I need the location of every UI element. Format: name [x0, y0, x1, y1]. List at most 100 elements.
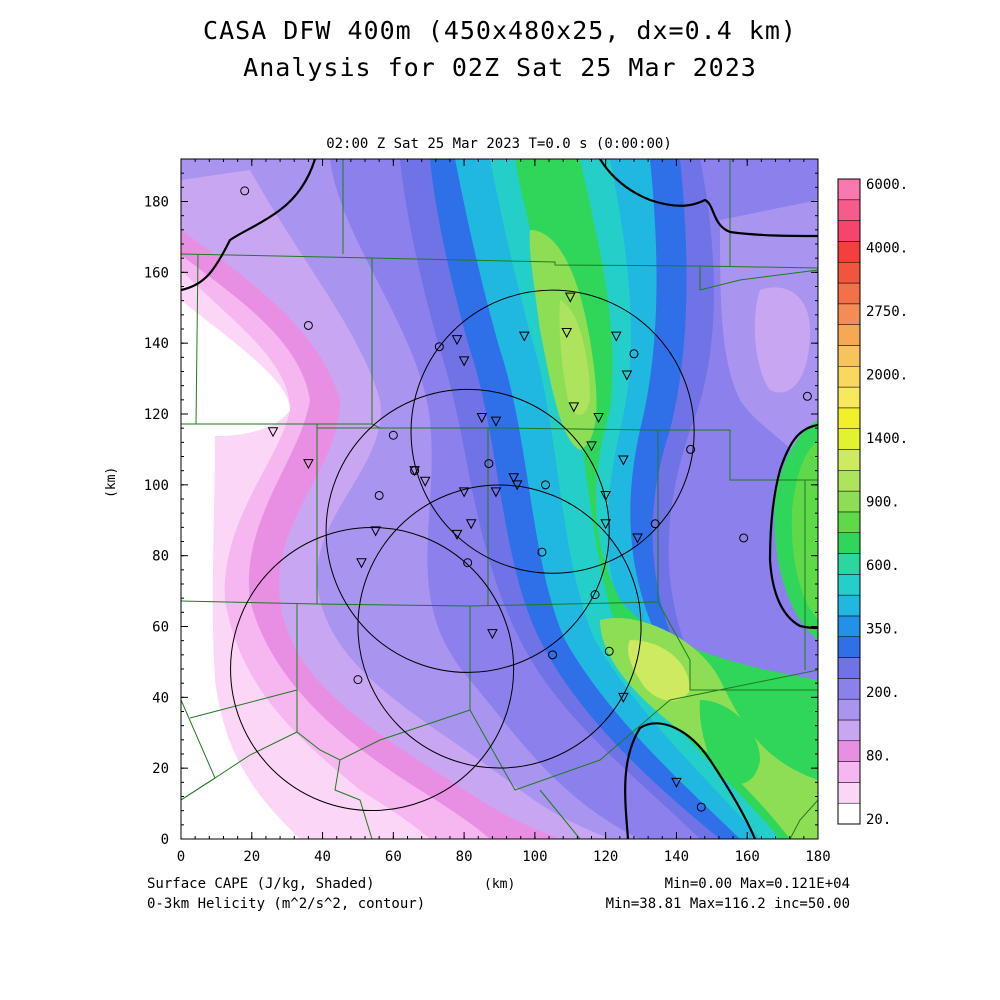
colorbar-swatch: [837, 782, 861, 804]
y-tick-label: 60: [152, 620, 169, 636]
x-tick-label: 160: [735, 849, 760, 865]
station-circle-icon: [739, 533, 749, 543]
colorbar-swatch: [837, 449, 861, 471]
y-tick-label: 40: [152, 690, 169, 706]
station-circle-icon: [629, 349, 639, 359]
station-triangle-icon: [458, 356, 470, 367]
colorbar-swatch: [837, 594, 861, 617]
colorbar-swatch: [837, 553, 861, 575]
colorbar-swatch: [837, 386, 861, 409]
colorbar-label: 80.: [866, 749, 891, 765]
observation-stations: [240, 186, 812, 812]
radar-ring-0: [410, 289, 695, 574]
station-triangle-icon: [618, 455, 629, 466]
station-circle-icon: [303, 320, 313, 330]
colorbar-swatch: [837, 740, 861, 762]
colorbar-swatch: [837, 220, 861, 242]
station-circle-icon: [650, 519, 660, 529]
station-triangle-icon: [370, 526, 381, 537]
station-triangle-icon: [600, 490, 611, 502]
station-triangle-icon: [508, 473, 519, 484]
colorbar-label: 2750.: [866, 304, 908, 320]
station-triangle-icon: [561, 328, 573, 339]
valid-time-subtitle: 02:00 Z Sat 25 Mar 2023 T=0.0 s (0:00:00…: [326, 136, 672, 152]
station-circle-icon: [590, 590, 600, 600]
station-triangle-icon: [458, 487, 470, 498]
station-triangle-icon: [586, 441, 597, 452]
colorbar-label: 200.: [866, 685, 900, 701]
station-triangle-icon: [671, 777, 682, 788]
station-circle-icon: [537, 547, 547, 557]
colorbar-frame: [837, 178, 861, 825]
colorbar-label: 20.: [866, 812, 891, 828]
cape-shaded-field: [181, 159, 818, 839]
colorbar-label: 350.: [866, 622, 900, 638]
radar-ring-2: [357, 484, 642, 769]
station-circle-icon: [388, 430, 398, 440]
colorbar-swatch: [837, 678, 861, 700]
x-tick-label: 80: [456, 849, 473, 865]
x-tick-label: 20: [243, 849, 260, 865]
colorbar-swatch: [837, 490, 861, 513]
station-circle-icon: [374, 490, 384, 500]
x-tick-label: 100: [522, 849, 547, 865]
station-triangle-icon: [564, 292, 576, 303]
x-tick-label: 180: [805, 849, 830, 865]
station-triangle-icon: [511, 480, 523, 491]
colorbar-label: 4000.: [866, 241, 908, 257]
colorbar-label: 2000.: [866, 368, 908, 384]
radar-ring-1: [325, 388, 610, 673]
station-circle-icon: [353, 675, 363, 685]
colorbar-swatch: [837, 615, 861, 637]
colorbar-label: 600.: [866, 558, 900, 574]
colorbar-swatch: [837, 698, 861, 721]
colorbar-swatch: [837, 282, 861, 305]
station-triangle-icon: [465, 519, 477, 530]
station-triangle-icon: [568, 402, 580, 413]
y-tick-label: 20: [152, 761, 169, 777]
helicity-contours: [181, 159, 818, 839]
colorbar-swatch: [837, 761, 861, 783]
station-triangle-icon: [600, 519, 611, 530]
colorbar-label: 6000.: [866, 177, 908, 193]
map-title-line1: CASA DFW 400m (450x480x25, dx=0.4 km): [203, 16, 797, 45]
shaded-field-range: Min=0.00 Max=0.121E+04: [664, 876, 850, 892]
y-tick-label: 160: [144, 265, 169, 281]
colorbar-swatch: [837, 636, 861, 658]
radar-range-rings: [230, 289, 695, 812]
station-circle-icon: [541, 480, 551, 490]
station-circle-icon: [696, 802, 706, 812]
colorbar-swatch: [837, 511, 861, 533]
station-triangle-icon: [419, 476, 431, 487]
x-tick-label: 120: [593, 849, 618, 865]
y-tick-label: 80: [152, 549, 169, 565]
colorbar-swatch: [837, 345, 861, 367]
station-circle-icon: [802, 391, 812, 401]
x-tick-label: 140: [664, 849, 689, 865]
colorbar-swatch: [837, 178, 861, 201]
contour-field-caption: 0-3km Helicity (m^2/s^2, contour): [147, 896, 426, 912]
station-triangle-icon: [303, 459, 314, 470]
station-circle-icon: [604, 646, 614, 656]
station-circle-icon: [484, 459, 494, 469]
colorbar-swatch: [837, 802, 861, 825]
colorbar-swatch: [837, 428, 861, 450]
colorbar-swatch: [837, 199, 861, 221]
y-tick-label: 140: [144, 336, 169, 352]
shaded-field-caption: Surface CAPE (J/kg, Shaded): [147, 876, 375, 892]
station-triangle-icon: [476, 413, 488, 424]
y-tick-label: 180: [144, 195, 169, 211]
x-axis-label: (km): [484, 877, 516, 892]
station-triangle-icon: [451, 529, 463, 540]
y-tick-label: 100: [144, 478, 169, 494]
map-title-line2: Analysis for 02Z Sat 25 Mar 2023: [243, 53, 757, 82]
station-triangle-icon: [610, 331, 622, 342]
station-circle-icon: [548, 650, 558, 660]
colorbar-label: 900.: [866, 495, 900, 511]
x-tick-label: 60: [385, 849, 402, 865]
x-tick-label: 40: [314, 849, 331, 865]
x-tick-label: 0: [177, 849, 185, 865]
colorbar-swatch: [837, 407, 861, 429]
station-triangle-icon: [593, 413, 604, 424]
